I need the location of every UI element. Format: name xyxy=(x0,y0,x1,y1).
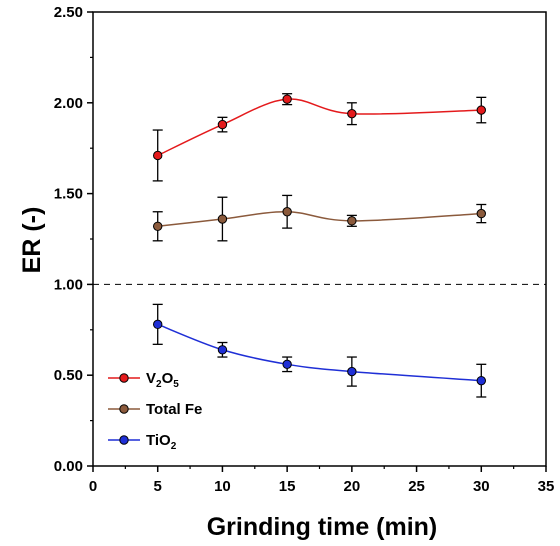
y-tick-label: 0.50 xyxy=(54,367,83,384)
series-line-total-fe xyxy=(157,211,482,228)
x-tick-label: 5 xyxy=(154,478,162,495)
series-line-tio2 xyxy=(157,323,482,382)
x-tick-label: 20 xyxy=(344,478,361,495)
data-point-total-fe xyxy=(347,216,357,226)
x-tick-label: 25 xyxy=(408,478,425,495)
data-point-tio2 xyxy=(476,375,486,386)
x-tick-label: 0 xyxy=(89,478,97,495)
plot-area: 0 5 10 15 20 25 30 35 0.00 0.50 1.00 1.50 2.00 2.50 xyxy=(54,4,555,495)
x-tick-label: 30 xyxy=(473,478,490,495)
legend: V2O5 Total Fe TiO2 xyxy=(108,370,202,452)
data-point-total-fe xyxy=(153,221,163,231)
y-tick-label: 0.00 xyxy=(54,458,83,475)
y-tick-label: 2.00 xyxy=(54,95,83,112)
legend-marker-tio2 xyxy=(119,435,129,445)
data-point-total-fe xyxy=(476,208,486,219)
y-tick-label: 1.50 xyxy=(54,186,83,203)
data-point-v2o5 xyxy=(217,119,228,130)
x-axis-title: Grinding time (min) xyxy=(207,513,438,541)
x-tick-label: 35 xyxy=(538,478,555,495)
data-point-v2o5 xyxy=(153,150,163,161)
data-point-v2o5 xyxy=(347,108,357,119)
x-tick-label: 10 xyxy=(214,478,231,495)
legend-label-tio2: TiO2 xyxy=(146,432,177,452)
legend-marker-total-fe xyxy=(119,404,129,414)
legend-marker-v2o5 xyxy=(119,373,129,383)
plot-frame xyxy=(92,11,547,467)
legend-label-total-fe: Total Fe xyxy=(146,401,202,418)
data-point-v2o5 xyxy=(476,105,486,115)
series-line-v2o5 xyxy=(157,98,482,157)
data-point-tio2 xyxy=(347,366,357,377)
data-point-total-fe xyxy=(217,214,228,224)
data-point-tio2 xyxy=(282,359,292,370)
data-point-v2o5 xyxy=(282,94,292,104)
y-axis-title: ER (-) xyxy=(18,207,46,274)
legend-label-v2o5: V2O5 xyxy=(146,370,179,390)
y-tick-label: 2.50 xyxy=(54,4,83,21)
data-point-total-fe xyxy=(282,207,292,217)
data-point-tio2 xyxy=(217,345,228,355)
data-point-tio2 xyxy=(153,319,163,330)
y-tick-label: 1.00 xyxy=(54,276,83,293)
x-tick-label: 15 xyxy=(279,478,296,495)
